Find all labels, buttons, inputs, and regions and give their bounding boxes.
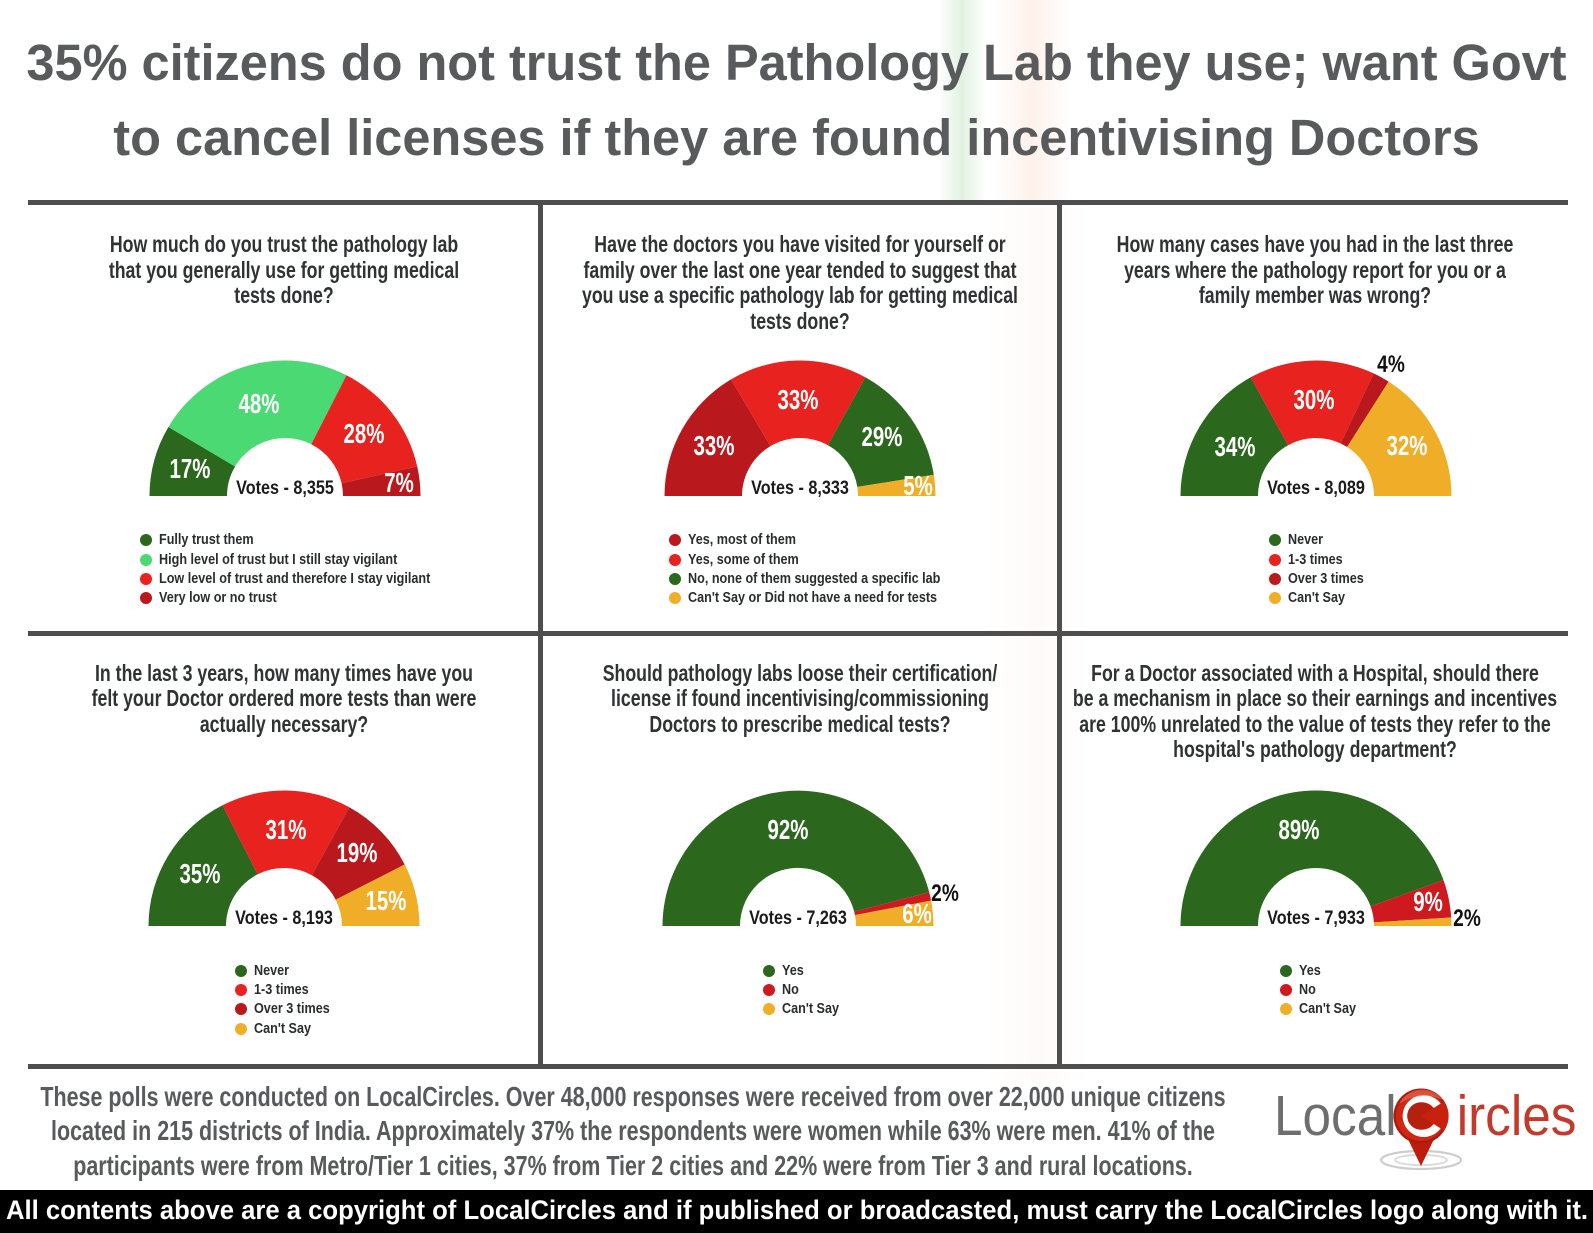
svg-text:Local: Local (1274, 1085, 1397, 1148)
svg-text:ircles: ircles (1457, 1085, 1577, 1148)
